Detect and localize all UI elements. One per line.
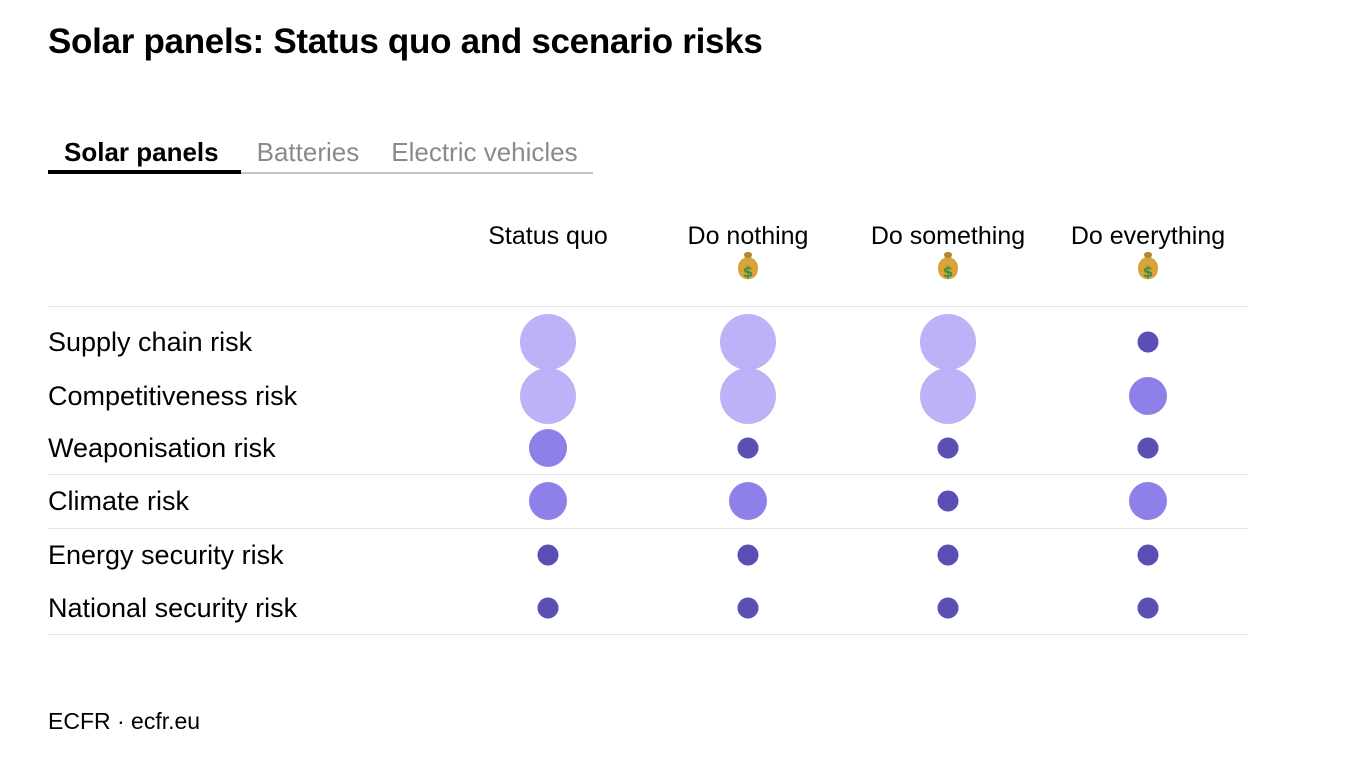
risk-dot-low bbox=[937, 544, 959, 566]
tab-bar: Solar panels Batteries Electric vehicles bbox=[48, 135, 593, 174]
row-label-climate: Climate risk bbox=[48, 486, 190, 516]
divider bbox=[48, 474, 1248, 475]
row-label-weaponisation: Weaponisation risk bbox=[48, 433, 276, 463]
risk-dot-high bbox=[720, 368, 776, 424]
risk-dot-medium bbox=[529, 482, 567, 520]
money-bag-icon bbox=[938, 252, 958, 286]
divider bbox=[48, 634, 1248, 635]
column-header-status-quo: Status quo bbox=[448, 222, 648, 251]
tab-batteries[interactable]: Batteries bbox=[256, 137, 360, 167]
chart-title: Solar panels: Status quo and scenario ri… bbox=[48, 22, 763, 61]
risk-dot-medium bbox=[529, 429, 567, 467]
divider bbox=[48, 306, 1248, 307]
source-credit: ECFR · ecfr.eu bbox=[48, 708, 201, 734]
risk-dot-high bbox=[920, 368, 976, 424]
row-label-supply-chain: Supply chain risk bbox=[48, 327, 253, 357]
money-bag-icon bbox=[738, 252, 758, 286]
row-label-national-security: National security risk bbox=[48, 593, 298, 623]
risk-dot-low bbox=[1137, 544, 1159, 566]
column-header-do-something: Do something bbox=[848, 222, 1048, 286]
column-header-do-everything: Do everything bbox=[1048, 222, 1248, 286]
column-header-label: Do something bbox=[870, 222, 1026, 250]
tab-electric-vehicles[interactable]: Electric vehicles bbox=[391, 137, 578, 167]
risk-dot-low bbox=[937, 490, 959, 512]
divider bbox=[48, 528, 1248, 529]
risk-dot-low bbox=[937, 437, 959, 459]
risk-dot-low bbox=[737, 437, 759, 459]
risk-dot-medium bbox=[1129, 377, 1167, 415]
column-header-do-nothing: Do nothing bbox=[648, 222, 848, 286]
risk-dot-low bbox=[737, 597, 759, 619]
risk-dot-low bbox=[537, 597, 559, 619]
column-header-label: Status quo bbox=[488, 222, 608, 250]
risk-dot-low bbox=[937, 597, 959, 619]
risk-dot-low bbox=[1137, 437, 1159, 459]
risk-dot-medium bbox=[1129, 482, 1167, 520]
money-bag-icon bbox=[1138, 252, 1158, 286]
risk-dot-low bbox=[737, 544, 759, 566]
column-header-label: Do nothing bbox=[687, 222, 809, 250]
risk-dot-low bbox=[537, 544, 559, 566]
risk-dot-high bbox=[720, 314, 776, 370]
risk-dot-low bbox=[1137, 597, 1159, 619]
tab-solar-panels[interactable]: Solar panels bbox=[48, 135, 241, 174]
column-header-label: Do everything bbox=[1070, 222, 1226, 250]
risk-dot-high bbox=[920, 314, 976, 370]
risk-dot-medium bbox=[729, 482, 767, 520]
row-label-competitiveness: Competitiveness risk bbox=[48, 381, 298, 411]
risk-dot-high bbox=[520, 368, 576, 424]
risk-dot-low bbox=[1137, 331, 1159, 353]
row-label-energy-security: Energy security risk bbox=[48, 540, 284, 570]
risk-dot-high bbox=[520, 314, 576, 370]
